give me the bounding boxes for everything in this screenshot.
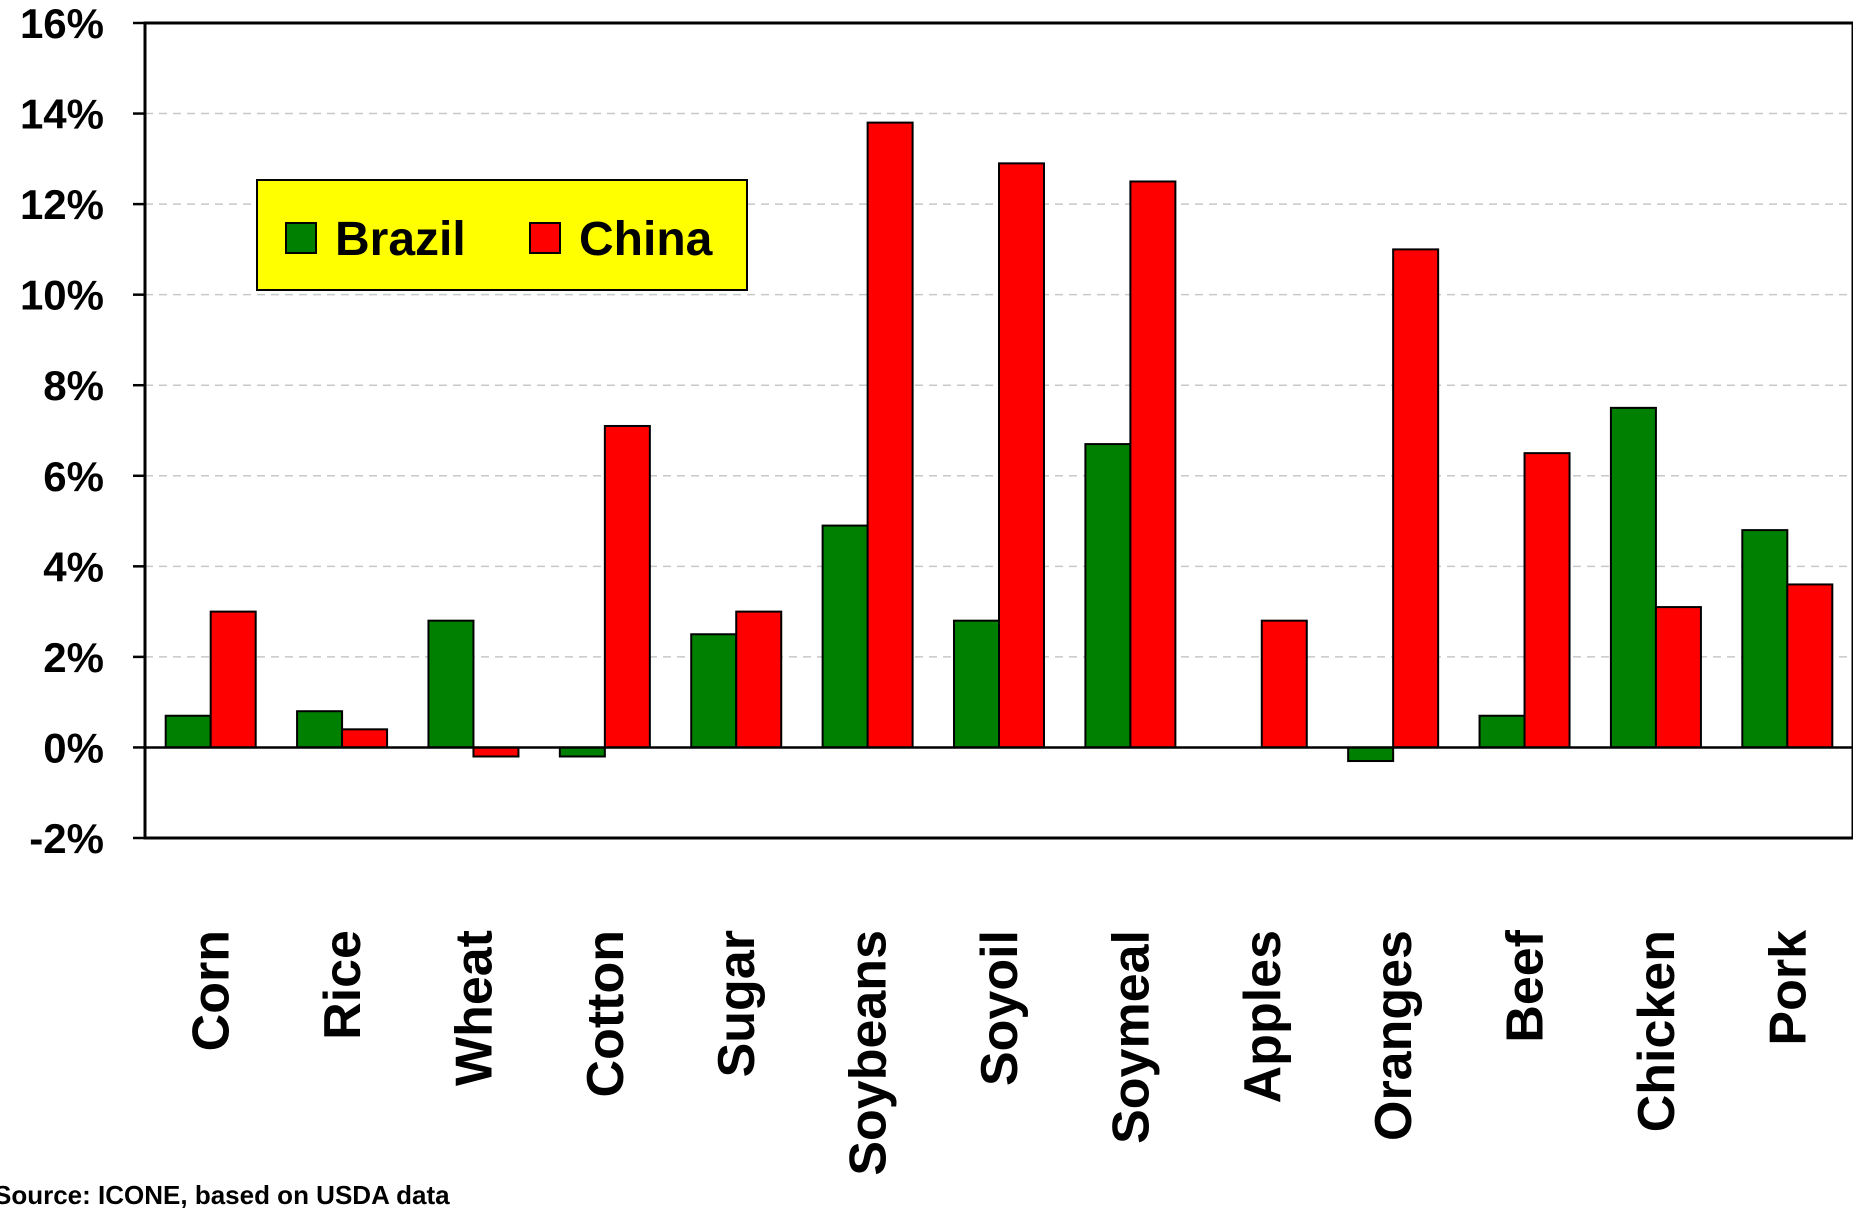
bar-brazil-chicken <box>1609 406 1657 749</box>
bar-brazil-beef <box>1478 714 1526 749</box>
bar-china-corn <box>209 610 257 749</box>
category-label-rice: Rice <box>314 930 372 1040</box>
bar-brazil-rice <box>296 710 344 749</box>
category-label-soyoil: Soyoil <box>971 930 1029 1086</box>
bar-china-soymeal <box>1129 180 1177 749</box>
y-tick-label: 12% <box>20 181 104 228</box>
bar-brazil-cotton <box>558 746 606 758</box>
category-label-soybeans: Soybeans <box>840 930 898 1176</box>
axes <box>143 21 1853 840</box>
bar-china-beef <box>1523 452 1571 749</box>
y-tick-label: 4% <box>43 543 104 590</box>
source-note: Source: ICONE, based on USDA data <box>0 1180 450 1210</box>
y-tick-label: 14% <box>20 91 104 138</box>
bar-brazil-soybeans <box>821 524 869 749</box>
category-label-cotton: Cotton <box>577 930 635 1097</box>
legend-box <box>256 179 748 291</box>
category-label-wheat: Wheat <box>445 930 503 1086</box>
bar-china-chicken <box>1654 606 1702 749</box>
plot-frame <box>143 21 1853 840</box>
y-tick-label: 16% <box>20 0 104 47</box>
y-tick-label: -2% <box>29 815 104 862</box>
category-label-beef: Beef <box>1497 929 1555 1042</box>
bar-china-oranges <box>1392 248 1440 749</box>
bar-china-apples <box>1260 619 1308 749</box>
y-tick-label: 0% <box>43 724 104 771</box>
legend-swatch-china <box>529 222 561 254</box>
legend-swatch-brazil <box>285 222 317 254</box>
y-tick-label: 2% <box>43 634 104 681</box>
bar-china-pork <box>1786 583 1834 749</box>
bar-brazil-soymeal <box>1084 443 1132 749</box>
category-label-oranges: Oranges <box>1365 930 1423 1141</box>
bar-china-wheat <box>472 746 520 758</box>
bar-brazil-wheat <box>427 619 475 749</box>
legend-label-china: China <box>579 213 713 266</box>
bar-brazil-corn <box>164 714 212 749</box>
bar-brazil-soyoil <box>953 619 1000 749</box>
category-label-apples: Apples <box>1234 930 1292 1103</box>
category-label-chicken: Chicken <box>1628 930 1686 1132</box>
y-axis-ticks: -2% 0% 2% 4% 6% 8% 10% 12% 14% 16% <box>20 0 145 862</box>
legend: Brazil China <box>256 179 748 291</box>
bar-china-rice <box>341 728 389 749</box>
category-label-soymeal: Soymeal <box>1102 930 1160 1144</box>
bar-brazil-sugar <box>690 633 738 749</box>
bar-china-soybeans <box>866 121 914 749</box>
bar-brazil-oranges <box>1347 746 1395 763</box>
bar-china-cotton <box>603 424 651 749</box>
category-label-sugar: Sugar <box>708 930 766 1077</box>
x-axis-categories: Corn Rice Wheat Cotton Sugar Soybeans Soyoil So… <box>183 929 1818 1175</box>
y-tick-label: 6% <box>43 453 104 500</box>
legend-label-brazil: Brazil <box>335 213 466 266</box>
y-tick-label: 8% <box>43 362 104 409</box>
bar-brazil-pork <box>1741 529 1789 749</box>
bars <box>164 121 1834 763</box>
bar-china-soyoil <box>998 162 1045 749</box>
category-label-corn: Corn <box>183 930 241 1051</box>
category-label-pork: Pork <box>1759 930 1817 1046</box>
bar-china-sugar <box>735 610 783 749</box>
y-tick-label: 10% <box>20 272 104 319</box>
